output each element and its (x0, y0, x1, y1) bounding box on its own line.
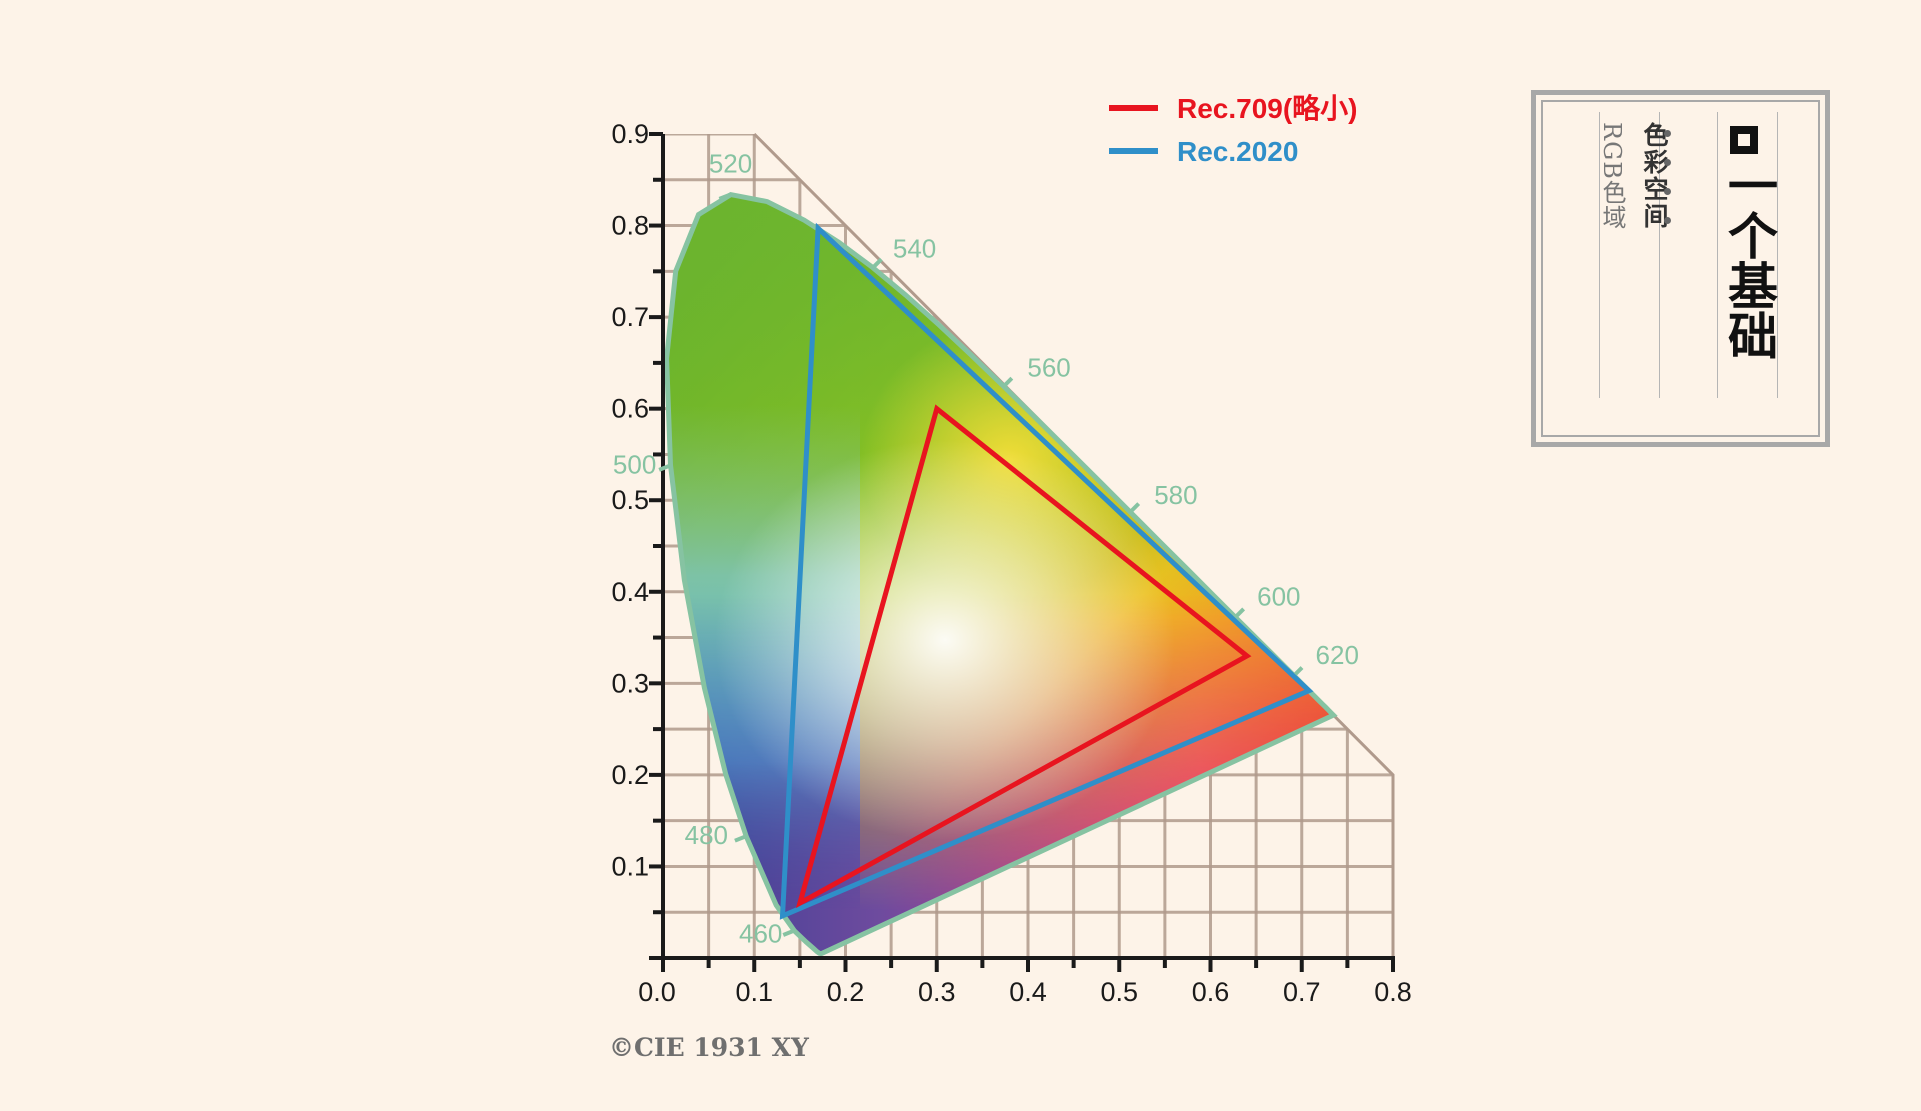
y-tick-label: 0.4 (611, 577, 649, 607)
grid-boundary (753, 132, 1395, 958)
gamut-triangles (779, 222, 1314, 920)
y-tick-label: 0.7 (611, 302, 649, 332)
wavelength-tick (718, 192, 732, 201)
y-tick-label: 0.8 (611, 211, 649, 241)
y-tick-label: 0.6 (611, 394, 649, 424)
legend-label: Rec.2020 (1177, 136, 1298, 167)
divider (1599, 112, 1600, 398)
x-tick-label: 0.0 (638, 977, 676, 1007)
copyright: ©CIE 1931 XY (609, 1033, 809, 1062)
x-tick-label: 0.2 (827, 977, 865, 1007)
y-tick-label: 0.3 (611, 668, 649, 698)
x-tick-label: 0.6 (1192, 977, 1230, 1007)
wavelength-tick (1001, 376, 1014, 389)
legend: Rec.709(略小) Rec.2020 (1109, 93, 1358, 167)
title-badge: 一个基础 色彩空间 RGB色域 (1531, 90, 1830, 447)
legend-label: Rec.709(略小) (1177, 93, 1358, 124)
wavelength-label: 500 (613, 449, 656, 479)
x-tick-label: 0.8 (1374, 977, 1412, 1007)
bullet-dot (1664, 159, 1671, 166)
wavelength-label: 580 (1154, 480, 1197, 510)
divider (1777, 112, 1778, 398)
wavelength-tick (782, 928, 796, 937)
wavelength-tick (1233, 607, 1246, 619)
x-tick-label: 0.3 (918, 977, 956, 1007)
wavelength-tick (658, 463, 672, 472)
wavelength-label: 520 (709, 148, 752, 178)
y-tick-label: 0.1 (611, 851, 649, 881)
gamut-triangle (779, 222, 1314, 920)
wavelength-tick (871, 257, 883, 270)
y-tick-label: 0.5 (611, 485, 649, 515)
bullet-dot (1664, 217, 1671, 224)
badge-caption: RGB色域 (1598, 122, 1626, 230)
wavelength-tick (734, 834, 747, 843)
divider (1717, 112, 1718, 398)
y-tick-label: 0.9 (611, 119, 649, 149)
wavelength-label: 620 (1316, 640, 1359, 670)
y-tick-label: 0.2 (611, 760, 649, 790)
badge-frame: 一个基础 色彩空间 RGB色域 (1541, 100, 1820, 437)
axes: 0.0 0.1 0.2 0.3 0.4 0.5 0.6 0.7 0.8 0.1 0.2 0.3 0.4 0… (611, 119, 1411, 1007)
square-icon (1730, 126, 1758, 154)
wavelength-labels: 460 480 500 520 540 560 580 600 620 (613, 148, 1359, 948)
badge-title: 一个基础 (1720, 160, 1779, 360)
wavelength-label: 540 (893, 234, 936, 264)
wavelength-label: 600 (1257, 581, 1300, 611)
gamut-triangle (795, 404, 1252, 909)
spectral-locus (664, 191, 1338, 957)
bullet-dot (1664, 130, 1671, 137)
x-tick-label: 0.1 (735, 977, 773, 1007)
x-tick-label: 0.5 (1100, 977, 1138, 1007)
wavelength-label: 460 (739, 919, 782, 949)
bullet-dot (1664, 188, 1671, 195)
wavelength-tick (1128, 502, 1141, 514)
wavelength-label: 560 (1027, 353, 1070, 383)
x-tick-label: 0.4 (1009, 977, 1047, 1007)
wavelength-label: 480 (685, 820, 728, 850)
divider (1659, 112, 1660, 398)
badge-subtitle: 色彩空间 (1640, 122, 1669, 230)
x-tick-label: 0.7 (1283, 977, 1321, 1007)
